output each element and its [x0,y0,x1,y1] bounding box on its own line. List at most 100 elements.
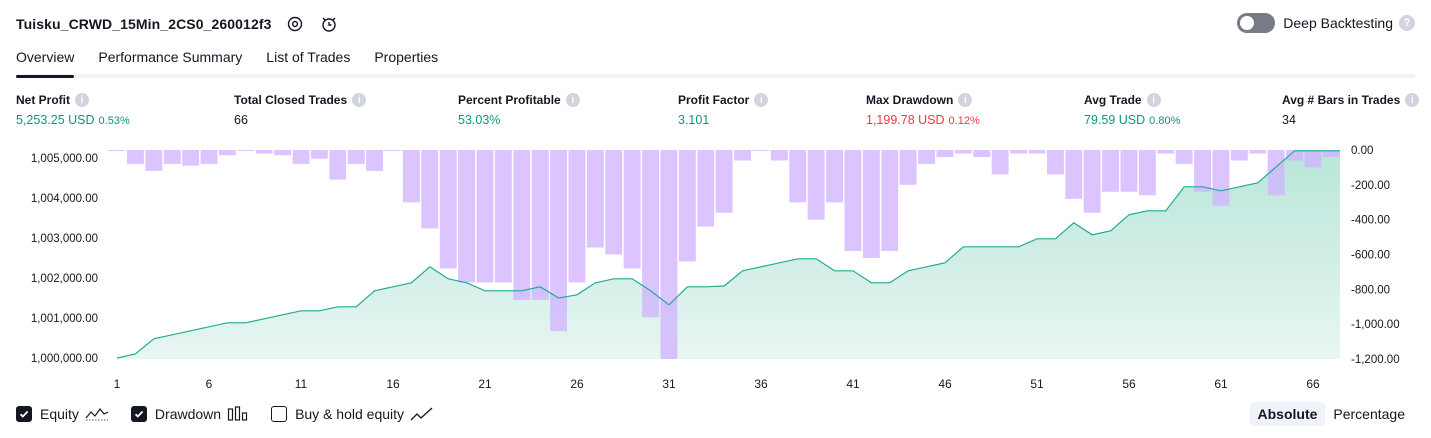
drawdown-bar [697,150,715,227]
percentage-button[interactable]: Percentage [1333,406,1405,422]
right-tick-label: 0.00 [1351,145,1373,157]
metric-max-drawdown: Max Drawdown i 1,199.78 USD 0.12% [866,93,980,127]
legend-drawdown[interactable]: Drawdown [130,406,249,422]
drawdown-bar [1047,150,1064,175]
left-tick-label: 1,005,000.00 [31,153,98,165]
drawdown-bar [274,150,292,156]
info-icon[interactable]: i [754,93,769,107]
equity-line [116,150,1340,359]
drawdown-bar [678,150,696,262]
drawdown-bar [660,150,678,359]
drawdown-bar [347,150,365,164]
metric-value: 1,199.78 USD [866,113,945,127]
drawdown-bar [292,150,310,164]
drawdown-bar [991,150,1009,175]
metric-value-row: 53.03% [458,113,580,127]
metric-label-text: Avg # Bars in Trades [1282,93,1401,107]
drawdown-bar [881,150,899,251]
metric-total-closed-trades: Total Closed Trades i 66 [234,93,367,127]
metric-label: Net Profit i [16,93,130,107]
drawdown-bar [1083,150,1101,213]
x-tick-label: 16 [386,377,400,391]
drawdown-bar [1194,150,1211,192]
drawdown-bar [458,150,475,283]
legend-equity[interactable]: Equity [16,406,109,422]
drawdown-bar [550,150,567,332]
drawdown-bar [918,150,935,164]
drawdown-bar [1322,150,1340,157]
drawdown-bar [1028,150,1046,154]
drawdown-bar [1212,150,1230,206]
x-tick-label: 31 [662,377,676,391]
drawdown-bar [568,150,586,283]
tab-overview[interactable]: Overview [16,46,75,78]
deep-backtesting-toggle[interactable] [1237,13,1276,33]
info-icon[interactable]: i [75,93,89,107]
info-icon[interactable]: i [1405,93,1420,107]
drawdown-bar [807,150,825,220]
settings-gear-icon[interactable] [285,14,305,34]
metric-label-text: Net Profit [16,93,70,107]
drawdown-bar [163,150,181,164]
legend-drawdown-label: Drawdown [154,406,222,422]
info-icon[interactable]: i [565,93,580,107]
drawdown-bar [605,150,623,255]
buy-hold-checkbox[interactable] [271,406,288,422]
right-tick-label: -600.00 [1351,250,1390,262]
left-tick-label: 1,004,000.00 [31,193,98,205]
drawdown-bar [329,150,347,180]
tab-properties[interactable]: Properties [374,49,439,65]
metric-avg-bars-in-trades: Avg # Bars in Trades i 34 [1282,93,1420,127]
drawdown-bar [752,150,770,151]
drawdown-bar [862,150,880,258]
metric-label-text: Profit Factor [678,93,750,107]
metric-percent: 0.80% [1149,115,1181,127]
left-tick-label: 1,003,000.00 [31,233,98,245]
equity-checkbox[interactable] [16,406,32,422]
legend-buy-hold[interactable]: Buy & hold equity [271,406,434,422]
drawdown-bar [826,150,843,203]
tab-list-of-trades[interactable]: List of Trades [266,49,351,65]
metric-label: Percent Profitable i [458,93,580,107]
help-icon[interactable]: ? [1399,15,1415,31]
source-code-icon[interactable] [319,14,339,34]
drawdown-bar [384,150,402,151]
drawdown-bar [366,150,383,171]
info-icon[interactable]: i [352,93,367,107]
x-tick-label: 26 [570,377,584,391]
info-icon[interactable]: i [1146,93,1161,107]
x-tick-label: 21 [478,377,492,391]
drawdown-bar [531,150,549,300]
drawdown-bar [310,150,328,159]
x-tick-label: 46 [938,377,952,391]
drawdown-bar [1175,150,1193,164]
strategy-title: Tuisku_CRWD_15Min_2CS0_260012f3 [16,16,272,32]
drawdown-bar [476,150,494,283]
legend-equity-label: Equity [40,406,79,422]
metric-profit-factor: Profit Factor i 3.101 [678,93,769,127]
drawdown-bar [494,150,512,283]
buy-hold-glyph-icon [410,406,434,422]
right-tick-label: -200.00 [1351,180,1390,192]
drawdown-bar [402,150,420,203]
strategy-header: Tuisku_CRWD_15Min_2CS0_260012f3 [16,12,339,36]
drawdown-bar [770,150,788,161]
metric-avg-trade: Avg Trade i 79.59 USD 0.80% [1084,93,1180,127]
scale-mode-switch: Absolute Percentage [1249,402,1414,426]
metric-value-row: 3.101 [678,113,768,127]
absolute-button[interactable]: Absolute [1249,402,1326,426]
drawdown-bar [439,150,457,269]
drawdown-bar [844,150,862,251]
drawdown-checkbox[interactable] [130,406,147,422]
equity-area [117,150,1340,359]
metric-label-text: Avg Trade [1084,93,1142,107]
drawdown-bar [1010,150,1027,154]
metric-label: Profit Factor i [678,93,769,107]
metric-value-row: 79.59 USD 0.80% [1084,113,1180,127]
info-icon[interactable]: i [958,93,973,107]
tab-performance-summary[interactable]: Performance Summary [98,49,243,65]
right-tick-label: -1,200.00 [1351,354,1400,366]
left-tick-label: 1,001,000.00 [31,313,98,325]
drawdown-bar [108,150,126,151]
drawdown-bar [936,150,954,157]
